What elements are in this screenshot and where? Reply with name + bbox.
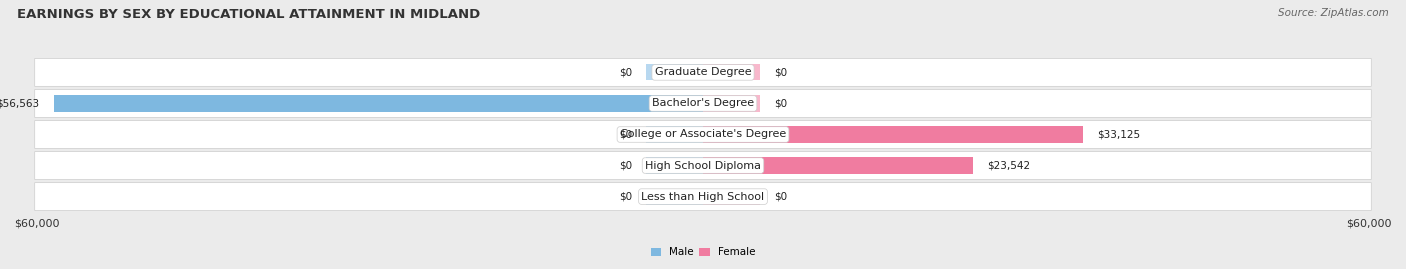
Text: $0: $0 [775,192,787,201]
Text: Source: ZipAtlas.com: Source: ZipAtlas.com [1278,8,1389,18]
Bar [703,189,761,205]
Bar [703,95,761,112]
Text: $33,125: $33,125 [1097,129,1140,140]
Legend: Male, Female: Male, Female [647,243,759,262]
Text: $0: $0 [619,192,631,201]
Bar [703,157,973,174]
Text: Less than High School: Less than High School [641,192,765,201]
Text: $0: $0 [775,68,787,77]
Text: EARNINGS BY SEX BY EDUCATIONAL ATTAINMENT IN MIDLAND: EARNINGS BY SEX BY EDUCATIONAL ATTAINMEN… [17,8,479,21]
Text: $60,000: $60,000 [1347,219,1392,229]
Bar [703,64,761,80]
FancyBboxPatch shape [35,121,1371,148]
Text: $56,563: $56,563 [0,98,39,108]
Text: $0: $0 [775,98,787,108]
Text: $0: $0 [619,129,631,140]
Text: $23,542: $23,542 [987,161,1031,171]
Bar [645,157,703,174]
Text: High School Diploma: High School Diploma [645,161,761,171]
Bar [53,95,703,112]
FancyBboxPatch shape [35,152,1371,179]
Text: Bachelor's Degree: Bachelor's Degree [652,98,754,108]
Text: $0: $0 [619,68,631,77]
Bar [645,189,703,205]
Bar [645,64,703,80]
Bar [703,126,1084,143]
Text: College or Associate's Degree: College or Associate's Degree [620,129,786,140]
Text: Graduate Degree: Graduate Degree [655,68,751,77]
FancyBboxPatch shape [35,90,1371,117]
FancyBboxPatch shape [35,59,1371,86]
Text: $0: $0 [619,161,631,171]
Text: $60,000: $60,000 [14,219,59,229]
Bar [645,126,703,143]
FancyBboxPatch shape [35,183,1371,210]
